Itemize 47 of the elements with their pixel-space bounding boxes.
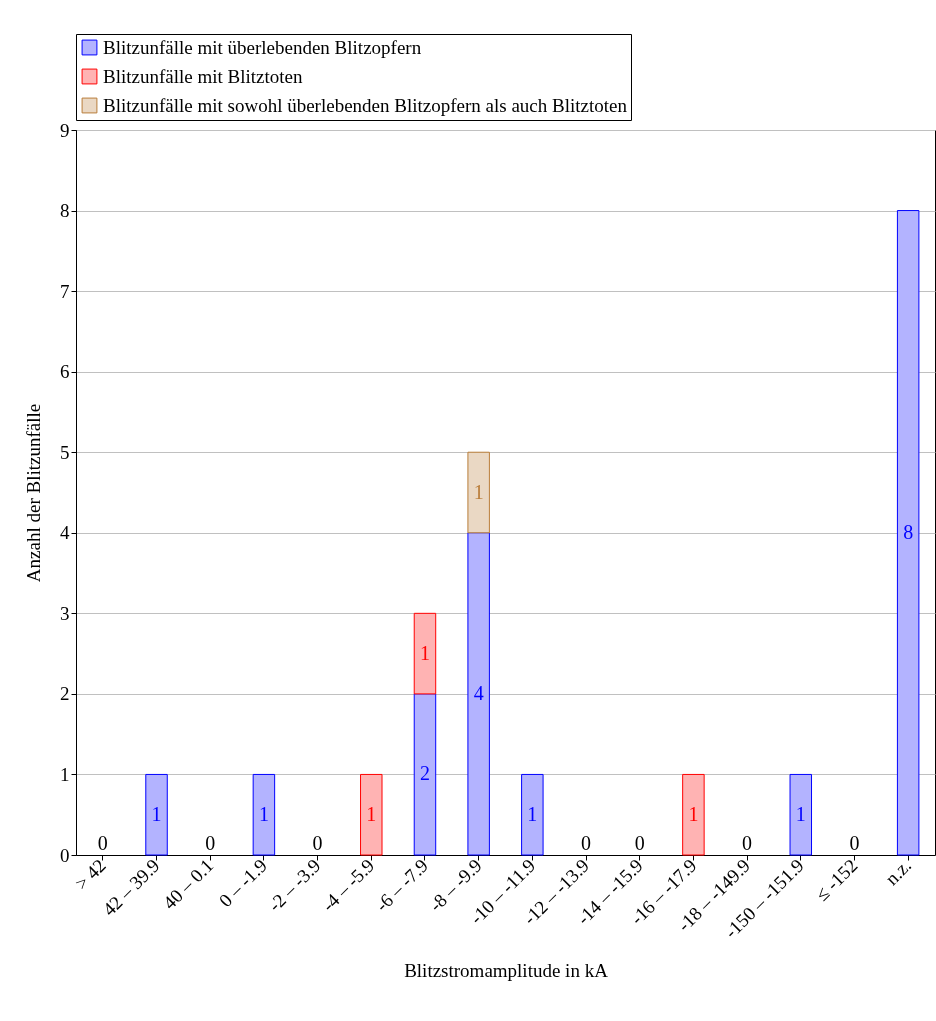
bar <box>789 773 813 856</box>
x-tick-label: ≤ -152 <box>811 854 862 905</box>
y-tick-label: 9 <box>60 119 70 141</box>
y-tick-label: 2 <box>60 683 70 705</box>
data-label: 0 <box>97 832 108 854</box>
data-label: 1 <box>366 802 377 825</box>
y-tick-label: 7 <box>60 280 70 302</box>
data-label: 1 <box>258 802 269 825</box>
data-label: 4 <box>473 681 484 704</box>
data-label: 0 <box>634 832 645 854</box>
bar <box>682 773 705 856</box>
bar <box>521 773 544 856</box>
data-label: 0 <box>312 832 323 854</box>
data-label: 0 <box>742 832 753 854</box>
y-tick-label: 0 <box>60 844 70 866</box>
bar <box>467 532 490 856</box>
data-label: 0 <box>849 832 860 854</box>
legend-label: Blitzunfälle mit sowohl überlebenden Blitzopfern als auch Blitztoten <box>103 94 628 116</box>
x-axis-title: Blitzstromamplitude in kA <box>404 960 609 982</box>
y-tick-label: 5 <box>60 441 70 463</box>
data-label: 1 <box>473 480 484 503</box>
data-label: 1 <box>419 641 430 664</box>
x-tick-label: n.z. <box>880 854 916 889</box>
bar <box>467 451 490 534</box>
bar <box>145 773 168 856</box>
bar <box>413 693 437 856</box>
y-tick-label: 1 <box>60 763 70 785</box>
data-label: 8 <box>903 520 914 543</box>
x-tick-label: > 42 <box>70 854 110 894</box>
y-axis-title: Anzahl der Blitzunfälle <box>23 403 44 583</box>
data-label: 2 <box>419 762 430 785</box>
data-label: 0 <box>581 832 592 854</box>
data-label: 1 <box>688 802 699 825</box>
data-label: 1 <box>527 802 538 825</box>
bar <box>896 210 920 856</box>
bar <box>413 612 437 695</box>
bar <box>252 773 276 856</box>
data-label: 1 <box>151 802 162 825</box>
y-tick-label: 8 <box>60 200 70 222</box>
y-tick-label: 6 <box>60 361 70 383</box>
bar <box>360 773 383 856</box>
y-tick-label: 4 <box>60 522 70 544</box>
y-tick-label: 3 <box>60 602 70 624</box>
data-label: 0 <box>205 832 216 854</box>
legend-label: Blitzunfälle mit Blitztoten <box>103 65 303 87</box>
legend-label: Blitzunfälle mit überlebenden Blitzopfern <box>103 36 422 58</box>
data-label: 1 <box>795 802 806 825</box>
